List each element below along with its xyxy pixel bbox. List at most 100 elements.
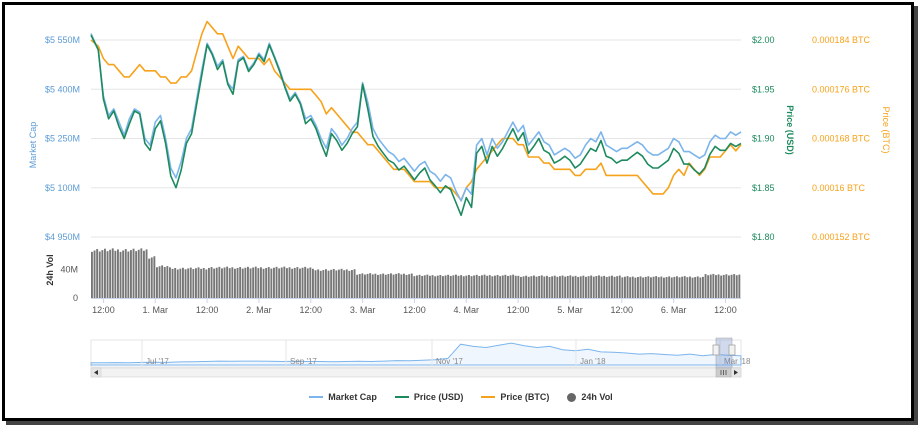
volume-bar	[650, 277, 652, 298]
volume-bar	[384, 274, 387, 298]
volume-bar	[673, 276, 676, 298]
volume-bar	[691, 277, 694, 298]
legend-item-price-btc[interactable]: Price (BTC)	[481, 392, 549, 402]
volume-bar	[491, 276, 494, 298]
volume-bar	[702, 276, 704, 298]
scrollbar-track[interactable]	[90, 367, 742, 378]
navigator-handle-right[interactable]	[728, 344, 736, 356]
volume-bar	[166, 266, 169, 298]
legend-label: 24h Vol	[581, 392, 613, 402]
volume-bar	[223, 267, 226, 298]
volume-bar	[262, 268, 265, 298]
volume-bar	[195, 268, 197, 298]
volume-bar	[712, 273, 715, 298]
volume-bar	[319, 270, 322, 298]
volume-bar	[686, 277, 689, 298]
legend-item-price-usd[interactable]: Price (USD)	[394, 392, 463, 402]
volume-bar	[644, 276, 647, 298]
volume-bar	[647, 276, 650, 298]
volume-bar	[252, 267, 255, 298]
volume-bar	[283, 266, 286, 298]
legend-line-icon	[394, 396, 409, 398]
volume-bar	[429, 275, 431, 298]
volume-bar	[683, 276, 686, 298]
volume-bar	[158, 266, 161, 298]
x-axis-tick: 12:00	[403, 305, 426, 315]
volume-bar	[652, 276, 655, 298]
volume-bar	[260, 267, 262, 298]
left-axis-tick: $5 400M	[45, 84, 80, 94]
volume-bar	[403, 273, 405, 298]
volume-bar	[624, 276, 626, 298]
volume-bar	[322, 270, 325, 298]
volume-bar	[366, 273, 369, 298]
volume-bar	[247, 266, 249, 298]
navigator-handle-left[interactable]	[712, 344, 720, 356]
volume-bar	[520, 276, 522, 298]
legend-item-market-cap[interactable]: Market Cap	[309, 392, 377, 402]
volume-bar	[299, 268, 301, 298]
volume-bar	[551, 276, 554, 298]
volume-bar	[187, 268, 190, 298]
volume-bar	[104, 248, 106, 298]
volume-bar	[634, 277, 637, 298]
volume-bar	[725, 274, 728, 298]
volume-bar	[556, 276, 559, 298]
volume-bar	[436, 275, 439, 298]
navigator-label: Jan '18	[580, 357, 606, 366]
volume-bar	[340, 268, 343, 298]
volume-bar	[317, 269, 320, 298]
volume-bar	[678, 277, 681, 298]
volume-bar	[449, 275, 452, 298]
volume-bar	[670, 277, 673, 298]
grid-layer	[91, 39, 741, 303]
scrollbar[interactable]	[90, 367, 742, 378]
navigator-area	[90, 342, 742, 366]
volume-bar	[267, 267, 270, 298]
volume-bar	[629, 277, 632, 298]
volume-bar	[613, 276, 616, 298]
volume-bar	[296, 267, 299, 298]
x-axis-tick: 4. Mar	[454, 305, 480, 315]
volume-bar	[270, 268, 273, 298]
left-axis-tick: $5 100M	[45, 183, 80, 193]
volume-bar	[171, 268, 174, 298]
navigator-label: Sep '17	[290, 357, 317, 366]
volume-bar	[676, 276, 678, 298]
volume-bar	[517, 275, 520, 298]
usd-axis-tick: $1.95	[752, 84, 775, 94]
volume-bar	[579, 276, 582, 298]
volume-bar	[470, 276, 473, 298]
volume-bar	[720, 275, 723, 298]
volume-bar	[202, 267, 205, 298]
volume-bar	[488, 275, 491, 298]
volume-bar	[577, 276, 580, 298]
volume-bar	[475, 274, 478, 298]
volume-bar	[338, 269, 340, 298]
volume-bar	[631, 276, 634, 298]
volume-bar	[179, 268, 182, 298]
tick-labels: $4 950M $5 100M $5 250M $5 400M $5 550M $1.80…	[45, 35, 871, 315]
volume-bar	[452, 275, 455, 298]
volume-bar	[189, 267, 192, 298]
volume-bar	[226, 266, 229, 298]
volume-bar	[457, 275, 460, 298]
volume-bar	[639, 276, 642, 298]
navigator-label: Nov '17	[436, 357, 463, 366]
navigator[interactable]: Jul '17 Sep '17 Nov '17 Jan '18 Mar '18	[90, 337, 751, 369]
legend-item-volume[interactable]: 24h Vol	[567, 392, 613, 402]
volume-bar	[218, 266, 221, 298]
volume-bar	[278, 268, 281, 298]
volume-bar	[507, 275, 509, 298]
volume-bar	[330, 269, 333, 298]
volume-bar	[101, 250, 104, 298]
volume-bar	[208, 267, 210, 298]
volume-bar	[96, 249, 99, 298]
x-axis-tick: 12:00	[611, 305, 634, 315]
arrow-right-icon	[734, 370, 738, 375]
volume-bar	[431, 275, 434, 298]
left-axis-title: Market Cap	[28, 122, 38, 169]
x-axis-tick: 6. Mar	[661, 305, 687, 315]
x-axis-tick: 2. Mar	[246, 305, 272, 315]
volume-bar	[148, 258, 151, 298]
